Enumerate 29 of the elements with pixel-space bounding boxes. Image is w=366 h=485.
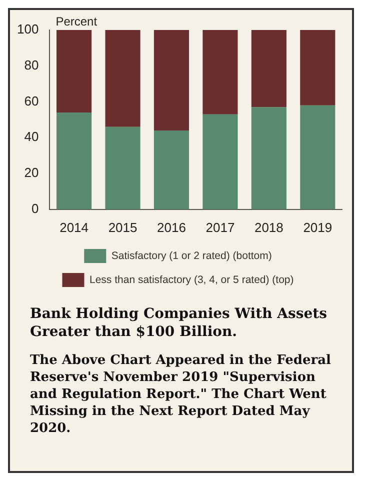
bar [154,30,190,130]
y-tick-label: 60 [24,93,39,108]
bar [105,126,140,210]
bar [300,30,336,106]
y-tick-label: 80 [24,57,39,72]
y-tick-label: 0 [31,200,39,216]
x-tick-label: 2014 [60,220,89,235]
x-tick-label: 2015 [108,220,138,235]
x-tick-label: 2017 [206,220,235,235]
bar [56,112,92,210]
text: Bank Holding Companies With Assets Greater than $100 Billion. [30,305,328,342]
x-tick-label: 2016 [157,220,186,235]
bar [202,114,238,210]
bar [154,130,190,210]
bar [56,30,92,113]
bar [105,30,140,127]
legend-label: Less than satisfactory (3, 4, or 5 rated) (top) [89,274,294,286]
y-tick-label: 100 [16,22,39,37]
bar [251,107,286,210]
x-tick-label: 2018 [254,220,284,235]
legend-label: Satisfactory (1 or 2 rated) (bottom) [111,250,272,262]
y-tick-label: 40 [24,129,39,144]
bar [300,105,336,210]
y-axis-title: Percent [56,14,98,28]
x-tick-label: 2019 [303,220,332,235]
text: The Above Chart Appeared in the Federal Reserve's November 2019 "Supervision and Regulation Report." The Chart Went Missing in the Next Report Dated May 2020. [30,353,332,438]
y-tick-label: 20 [24,165,39,180]
bar [251,30,286,108]
bar [202,30,238,114]
